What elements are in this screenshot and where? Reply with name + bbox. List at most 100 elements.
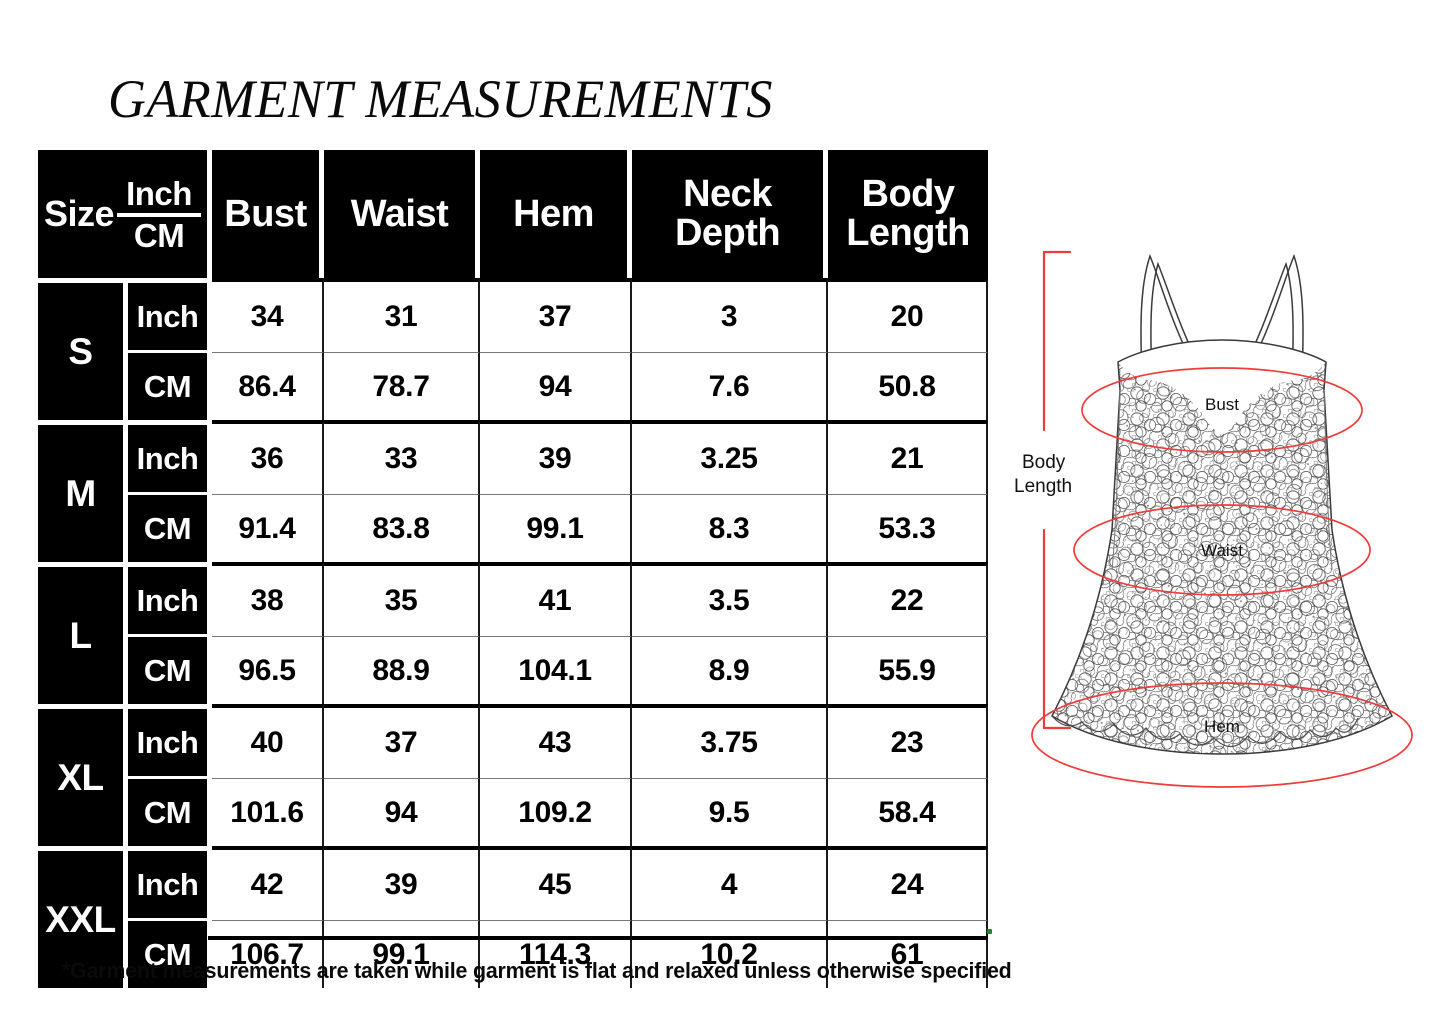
- cell-inch-neck-depth: 3.5: [632, 562, 829, 637]
- cell-cm-bust: 96.5: [212, 637, 325, 704]
- cell-cm-neck-depth: 9.5: [632, 779, 829, 846]
- garment-diagram: Body Length: [1000, 230, 1445, 810]
- cell-cm-waist: 78.7: [324, 353, 481, 420]
- table-row: XXL Inch 42 39 45 4 24: [38, 846, 989, 988]
- cell-cm-hem: 109.2: [480, 779, 633, 846]
- column-header-neck-depth: Neck Depth: [632, 150, 829, 278]
- cell-cm-body-length: 53.3: [828, 495, 989, 562]
- cell-cm-body-length: 58.4: [828, 779, 989, 846]
- cell-cm-waist: 99.1: [324, 921, 481, 988]
- table-row: CM 101.6 94 109.2 9.5 58.4: [38, 779, 989, 846]
- cell-inch-waist: 33: [324, 420, 481, 495]
- cell-cm-hem: 114.3: [480, 921, 633, 988]
- body-length-bracket: [1042, 250, 1072, 730]
- cell-inch-body-length: 24: [828, 846, 989, 921]
- fraction-rule: [117, 212, 202, 217]
- cell-inch-neck-depth: 3: [632, 278, 829, 353]
- header-inch-label: Inch: [126, 174, 192, 212]
- table-header-row: Size Inch CM Bust Waist: [38, 150, 992, 934]
- table-row: CM 96.5 88.9 104.1 8.9 55.9: [38, 637, 989, 704]
- size-label-cell: S: [38, 278, 128, 420]
- unit-cell-cm: CM: [128, 353, 213, 420]
- cell-cm-bust: 91.4: [212, 495, 325, 562]
- cell-cm-neck-depth: 8.3: [632, 495, 829, 562]
- cell-cm-waist: 83.8: [324, 495, 481, 562]
- cell-cm-body-length: 61: [828, 921, 989, 988]
- cell-cm-bust: 101.6: [212, 779, 325, 846]
- table-row: M Inch 36 33 39 3.25 21: [38, 420, 989, 562]
- unit-cell-inch: Inch: [128, 562, 213, 637]
- cell-inch-hem: 45: [480, 846, 633, 921]
- hem-label: Hem: [1204, 717, 1240, 736]
- cell-cm-body-length: 50.8: [828, 353, 989, 420]
- cell-cm-neck-depth: 8.9: [632, 637, 829, 704]
- cell-inch-body-length: 21: [828, 420, 989, 495]
- cell-inch-waist: 37: [324, 704, 481, 779]
- size-label-cell: XL: [38, 704, 128, 846]
- cell-cm-bust: 106.7: [212, 921, 325, 988]
- header-size-unit: Size Inch CM: [38, 150, 992, 934]
- size-label-cell: M: [38, 420, 128, 562]
- body-length-label-line1: Body: [1022, 452, 1066, 473]
- unit-cell-inch: Inch: [128, 420, 213, 495]
- bust-measure-ellipse: [1081, 367, 1363, 453]
- waist-measure-ellipse: [1073, 504, 1371, 596]
- unit-cell-cm: CM: [128, 637, 213, 704]
- cell-cm-bust: 86.4: [212, 353, 325, 420]
- header-size-label: Size: [43, 193, 115, 234]
- column-header-bust: Bust: [212, 150, 325, 278]
- cell-inch-waist: 31: [324, 278, 481, 353]
- size-chart-table: Size Inch CM Bust Waist: [38, 150, 992, 988]
- footnote-note: *Garment measurements are taken while ga…: [62, 958, 1012, 983]
- waist-label: Waist: [1201, 541, 1243, 560]
- table-row: S Inch 34 31 37 3 20: [38, 278, 989, 420]
- table-row: L Inch 38 35 41 3.5 22: [38, 562, 989, 704]
- cell-inch-bust: 38: [212, 562, 325, 637]
- cell-cm-body-length: 55.9: [828, 637, 989, 704]
- cell-inch-body-length: 20: [828, 278, 989, 353]
- unit-cell-cm: CM: [128, 779, 213, 846]
- size-label-cell: XXL: [38, 846, 128, 988]
- table-row: CM 86.4 78.7 94 7.6 50.8: [38, 353, 989, 420]
- cell-cm-hem: 104.1: [480, 637, 633, 704]
- cell-cm-hem: 94: [480, 353, 633, 420]
- cell-cm-waist: 94: [324, 779, 481, 846]
- header-cm-label: CM: [133, 216, 185, 254]
- page-title: GARMENT MEASUREMENTS: [108, 69, 773, 129]
- cell-inch-hem: 37: [480, 278, 633, 353]
- table-bottom-border: [208, 936, 988, 940]
- column-header-waist: Waist: [324, 150, 481, 278]
- unit-cell-cm: CM: [128, 495, 213, 562]
- hem-measure-ellipse: [1031, 682, 1413, 788]
- cell-inch-neck-depth: 3.25: [632, 420, 829, 495]
- cell-inch-neck-depth: 3.75: [632, 704, 829, 779]
- cell-inch-neck-depth: 4: [632, 846, 829, 921]
- cell-inch-body-length: 22: [828, 562, 989, 637]
- unit-cell-inch: Inch: [128, 704, 213, 779]
- table-row: CM 106.7 99.1 114.3 10.2 61: [38, 921, 989, 988]
- size-label-cell: L: [38, 562, 128, 704]
- cell-inch-bust: 40: [212, 704, 325, 779]
- column-header-body-length: Body Length: [828, 150, 989, 278]
- cell-inch-bust: 34: [212, 278, 325, 353]
- cell-cm-neck-depth: 10.2: [632, 921, 829, 988]
- cell-inch-hem: 41: [480, 562, 633, 637]
- cell-inch-waist: 39: [324, 846, 481, 921]
- bust-label: Bust: [1205, 395, 1239, 414]
- cell-inch-bust: 36: [212, 420, 325, 495]
- cell-inch-waist: 35: [324, 562, 481, 637]
- unit-cell-inch: Inch: [128, 846, 213, 921]
- unit-cell-cm: CM: [128, 921, 213, 988]
- table-row: CM 91.4 83.8 99.1 8.3 53.3: [38, 495, 989, 562]
- table-body: S Inch 34 31 37 3 20 CM 86.4 78.7 94 7.6 50.8 M Inch 36…: [38, 278, 989, 988]
- body-length-label-line2: Length: [1014, 476, 1072, 497]
- green-artifact-dot: [987, 929, 992, 934]
- column-header-hem: Hem: [480, 150, 633, 278]
- cell-cm-neck-depth: 7.6: [632, 353, 829, 420]
- cell-inch-bust: 42: [212, 846, 325, 921]
- cell-inch-hem: 39: [480, 420, 633, 495]
- cell-cm-hem: 99.1: [480, 495, 633, 562]
- cell-inch-body-length: 23: [828, 704, 989, 779]
- cell-cm-waist: 88.9: [324, 637, 481, 704]
- table-row: XL Inch 40 37 43 3.75 23: [38, 704, 989, 846]
